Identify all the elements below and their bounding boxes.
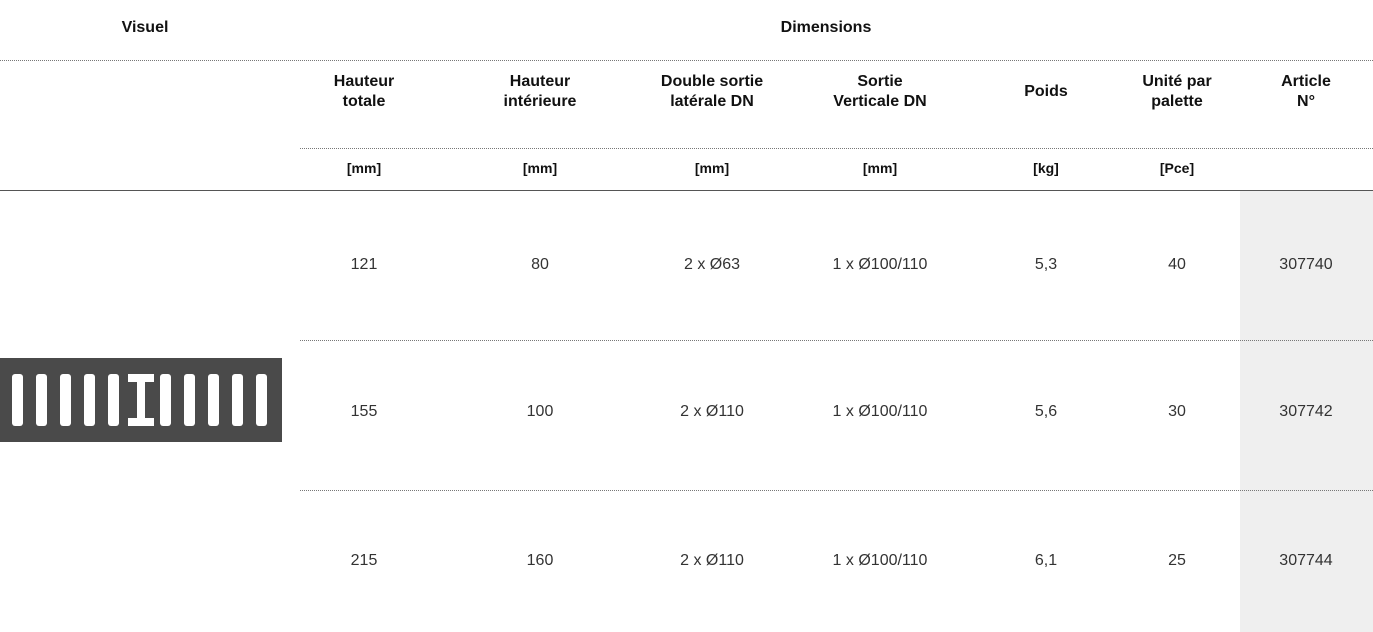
cell: 40	[1168, 256, 1186, 273]
column-header-line: totale	[342, 93, 386, 110]
column-unit: [mm]	[522, 160, 558, 176]
column-unit: [mm]	[862, 160, 898, 176]
column-unit: [mm]	[694, 160, 730, 176]
column-header: Hauteur totale	[334, 72, 394, 112]
cell: 2 x Ø63	[683, 256, 741, 273]
column-header-line: latérale DN	[670, 93, 754, 110]
column-unit: [kg]	[1033, 160, 1059, 176]
cell: 307744	[1279, 552, 1333, 569]
cell: 307740	[1279, 256, 1333, 273]
column-header-line: Verticale DN	[833, 93, 927, 110]
column-unit: [Pce]	[1159, 160, 1195, 176]
cell: 121	[350, 256, 378, 273]
cell: 2 x Ø110	[680, 403, 744, 420]
dimensions-header: Dimensions	[780, 19, 872, 36]
visual-header: Visuel	[121, 19, 169, 36]
column-header-line: Hauteur	[509, 73, 571, 90]
column-header-line: Double sortie	[660, 73, 764, 90]
cell: 155	[350, 403, 378, 420]
cell: 307742	[1279, 403, 1333, 420]
divider	[0, 190, 1373, 191]
article-column-bg	[1240, 191, 1373, 632]
column-header: Hauteur intérieure	[504, 72, 577, 112]
cell: 5,3	[1034, 256, 1058, 273]
cell: 2 x Ø110	[680, 552, 744, 569]
divider	[300, 148, 1373, 149]
cell: 160	[526, 552, 554, 569]
cell: 215	[350, 552, 378, 569]
column-header-line: N°	[1297, 93, 1315, 110]
cell: 80	[531, 256, 549, 273]
column-header-line: Hauteur	[333, 73, 395, 90]
column-header: Sortie Verticale DN	[833, 72, 926, 112]
cell: 100	[526, 403, 554, 420]
column-header-line: Poids	[1024, 83, 1068, 100]
column-header-line: Article	[1281, 73, 1331, 90]
column-header-line: palette	[1151, 93, 1203, 110]
column-header: Double sortie latérale DN	[661, 72, 763, 112]
column-header-line: Sortie	[857, 73, 903, 90]
cell: 1 x Ø100/110	[832, 552, 928, 569]
column-header: Poids	[1024, 82, 1068, 102]
cell: 25	[1168, 552, 1186, 569]
cell: 6,1	[1034, 552, 1058, 569]
cell: 5,6	[1034, 403, 1058, 420]
cell: 1 x Ø100/110	[832, 403, 928, 420]
cell: 1 x Ø100/110	[832, 256, 928, 273]
column-header: Article N°	[1281, 72, 1331, 112]
cell: 30	[1168, 403, 1186, 420]
column-unit: [mm]	[346, 160, 382, 176]
grating-image	[0, 358, 282, 442]
column-header-line: Unité par	[1142, 73, 1212, 90]
divider	[0, 60, 1373, 61]
column-header-line: intérieure	[503, 93, 577, 110]
divider	[300, 340, 1373, 341]
column-header: Unité par palette	[1142, 72, 1211, 112]
divider	[300, 490, 1373, 491]
